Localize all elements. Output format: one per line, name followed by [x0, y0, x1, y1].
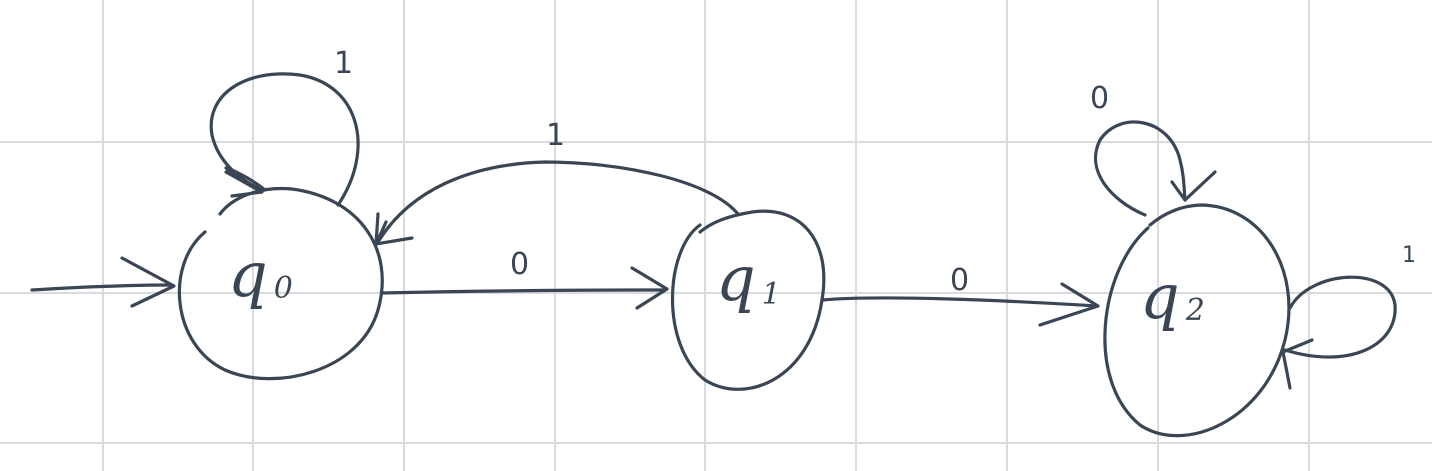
transition-q0-q1: 0 — [380, 247, 669, 310]
transition-q1-q2: 0 — [820, 263, 1100, 327]
transition-q2-q2-right-label: 1 — [1402, 243, 1416, 268]
transition-q0-q0-label: 1 — [334, 46, 353, 81]
state-q2-name: q — [1140, 260, 1180, 333]
state-q2-circle — [1103, 203, 1291, 438]
state-q1-name: q — [716, 242, 756, 315]
state-q2-subscript: 2 — [1185, 293, 1205, 328]
transition-q1-q2-label: 0 — [950, 263, 969, 298]
transition-q2-q2-right: 1 — [1281, 243, 1416, 390]
transition-q2-q2-top-label: 0 — [1090, 81, 1109, 116]
state-q1-subscript: 1 — [762, 277, 781, 312]
transition-q1-q0: 1 — [374, 118, 740, 246]
transition-q1-q0-label: 1 — [546, 118, 565, 153]
state-q0-subscript: 0 — [274, 271, 293, 306]
transition-q0-q1-label: 0 — [510, 247, 529, 282]
state-q1-circle — [670, 209, 826, 391]
state-q0-circle — [177, 186, 384, 381]
transition-q0-q0: 1 — [209, 46, 360, 207]
state-q0-name: q — [228, 238, 268, 311]
start-arrow — [30, 256, 176, 308]
transition-q2-q2-top: 0 — [1090, 81, 1217, 217]
